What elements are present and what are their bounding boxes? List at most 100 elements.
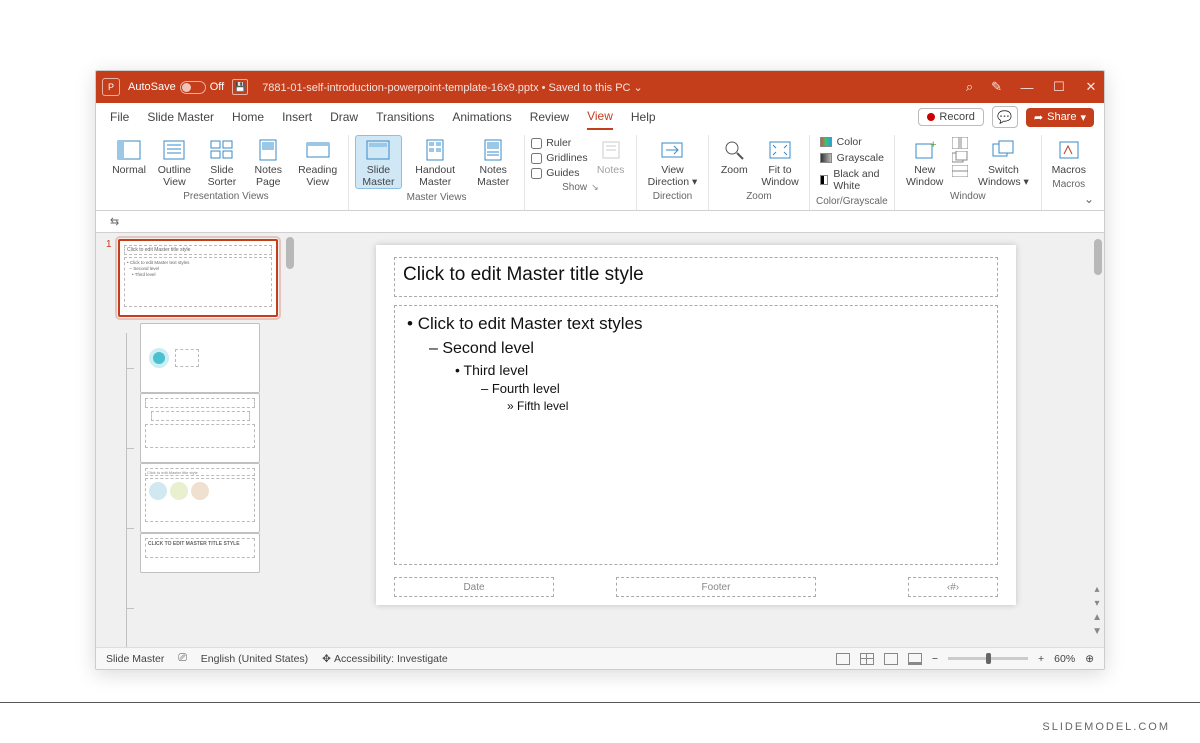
thumbnail-scrollbar[interactable]	[284, 233, 296, 647]
body-level-3: Third level	[455, 362, 985, 378]
master-slide[interactable]: Click to edit Master title style Click t…	[376, 245, 1016, 605]
black-white-button[interactable]: Black and White	[816, 167, 888, 193]
tab-animations[interactable]: Animations	[452, 106, 511, 128]
status-language[interactable]: English (United States)	[201, 653, 308, 665]
title-placeholder[interactable]: Click to edit Master title style	[394, 257, 998, 297]
view-direction-button[interactable]: View Direction ▾	[643, 135, 703, 188]
date-placeholder[interactable]: Date	[394, 577, 554, 597]
sorter-view-icon[interactable]	[860, 653, 874, 665]
zoom-handle[interactable]	[986, 653, 991, 664]
tab-insert[interactable]: Insert	[282, 106, 312, 128]
pen-icon[interactable]: ✎	[991, 79, 1002, 95]
zoom-button[interactable]: Zoom	[715, 135, 753, 176]
reading-view-button[interactable]: Reading View	[293, 135, 341, 188]
notes-page-button[interactable]: Notes Page	[247, 135, 289, 188]
comments-button[interactable]: 💬	[992, 106, 1018, 128]
zoom-in-button[interactable]: +	[1038, 653, 1044, 665]
group-direction: View Direction ▾ Direction	[637, 135, 710, 210]
slideshow-view-icon[interactable]	[908, 653, 922, 665]
group-window: +New Window Switch Windows ▾ Window	[895, 135, 1041, 210]
arrange-all-icon[interactable]	[952, 137, 968, 149]
group-master-views: Slide Master Handout Master Notes Master…	[349, 135, 525, 210]
thumbnail-pane: 1 Click to edit Master title style • Cli…	[96, 233, 296, 647]
body-placeholder[interactable]: Click to edit Master text styles Second …	[394, 305, 998, 565]
accessibility-status[interactable]: ✥Accessibility: Investigate	[322, 653, 448, 665]
tab-file[interactable]: File	[110, 106, 129, 128]
color-swatch-icon	[820, 137, 832, 147]
group-zoom: Zoom Fit to Window Zoom	[709, 135, 809, 210]
grayscale-button[interactable]: Grayscale	[816, 151, 888, 165]
master-thumbnail[interactable]: Click to edit Master title style • Click…	[118, 239, 278, 317]
close-button[interactable]: ✕	[1084, 79, 1098, 95]
tab-home[interactable]: Home	[232, 106, 264, 128]
layout-thumbnail[interactable]: Click to edit Master title style	[140, 463, 260, 533]
switch-windows-button[interactable]: Switch Windows ▾	[972, 135, 1034, 188]
workspace: 1 Click to edit Master title style • Cli…	[96, 233, 1104, 647]
record-button[interactable]: Record	[918, 108, 983, 126]
show-launcher-icon[interactable]: ↘	[591, 182, 599, 193]
tab-draw[interactable]: Draw	[330, 106, 358, 128]
body-level-1: Click to edit Master text styles	[407, 314, 985, 334]
nav-up-icon[interactable]: ▴	[1095, 584, 1100, 595]
save-icon[interactable]: 💾	[232, 79, 248, 95]
app-window: P AutoSave Off 💾 7881-01-self-introducti…	[95, 70, 1105, 670]
zoom-out-button[interactable]: −	[932, 653, 938, 665]
svg-text:+: +	[930, 140, 936, 151]
cascade-icon[interactable]	[952, 151, 968, 163]
toggle-switch[interactable]	[180, 81, 206, 94]
group-presentation-views: Normal Outline View Slide Sorter Notes P…	[104, 135, 349, 210]
search-icon[interactable]: ⌕	[966, 79, 973, 95]
group-label: Macros	[1052, 179, 1085, 190]
layout-thumbnail[interactable]	[140, 323, 260, 393]
ribbon-collapse-icon[interactable]: ⌄	[1084, 192, 1094, 206]
attribution: SLIDEMODEL.COM	[1042, 721, 1170, 733]
nav-prev-icon[interactable]: ▲	[1092, 612, 1102, 623]
zoom-slider[interactable]	[948, 657, 1028, 660]
guides-checkbox[interactable]: Guides	[531, 167, 587, 179]
title-bar: P AutoSave Off 💾 7881-01-self-introducti…	[96, 71, 1104, 103]
tab-view[interactable]: View	[587, 105, 613, 130]
notes-master-button[interactable]: Notes Master	[468, 135, 518, 188]
group-label: Window	[950, 191, 986, 202]
layout-thumbnail[interactable]: CLICK TO EDIT MASTER TITLE STYLE	[140, 533, 260, 573]
ribbon: Normal Outline View Slide Sorter Notes P…	[96, 131, 1104, 211]
reading-view-icon[interactable]	[884, 653, 898, 665]
minimize-button[interactable]: —	[1020, 80, 1034, 95]
scrollbar-thumb[interactable]	[286, 237, 294, 269]
nav-down-icon[interactable]: ▾	[1095, 598, 1100, 609]
bw-swatch-icon	[820, 175, 829, 185]
normal-view-icon[interactable]	[836, 653, 850, 665]
share-button[interactable]: ➦Share ▾	[1026, 108, 1094, 127]
app-icon: P	[102, 78, 120, 96]
group-color-grayscale: Color Grayscale Black and White Color/Gr…	[810, 135, 895, 210]
autosave-toggle[interactable]: AutoSave Off	[128, 81, 224, 94]
ruler-checkbox[interactable]: Ruler	[531, 137, 587, 149]
record-dot-icon	[927, 113, 935, 121]
maximize-button[interactable]: ☐	[1052, 79, 1066, 95]
macros-button[interactable]: Macros	[1048, 135, 1090, 176]
gridlines-checkbox[interactable]: Gridlines	[531, 152, 587, 164]
split-icon[interactable]	[952, 165, 968, 177]
new-window-button[interactable]: +New Window	[901, 135, 948, 188]
tab-slide-master[interactable]: Slide Master	[147, 106, 214, 128]
slide-sorter-button[interactable]: Slide Sorter	[201, 135, 243, 188]
slide-master-button[interactable]: Slide Master	[355, 135, 402, 189]
fit-to-window-icon[interactable]: ⊕	[1085, 653, 1094, 665]
nav-next-icon[interactable]: ▼	[1092, 626, 1102, 637]
zoom-percentage[interactable]: 60%	[1054, 653, 1075, 665]
tab-review[interactable]: Review	[530, 106, 569, 128]
tab-help[interactable]: Help	[631, 106, 656, 128]
color-button[interactable]: Color	[816, 135, 888, 149]
display-settings-icon[interactable]: ⎚	[178, 652, 186, 665]
layout-thumbnail[interactable]	[140, 393, 260, 463]
tab-transitions[interactable]: Transitions	[376, 106, 434, 128]
qat-customize-icon[interactable]: ⇆	[110, 215, 119, 228]
slide-number-placeholder[interactable]: ‹#›	[908, 577, 998, 597]
footer-placeholder[interactable]: Footer	[616, 577, 816, 597]
canvas-scrollbar[interactable]	[1094, 239, 1102, 275]
normal-button[interactable]: Normal	[110, 135, 148, 176]
outline-view-button[interactable]: Outline View	[152, 135, 197, 188]
handout-master-button[interactable]: Handout Master	[406, 135, 464, 188]
group-label: Show	[562, 182, 587, 193]
fit-window-button[interactable]: Fit to Window	[757, 135, 802, 188]
